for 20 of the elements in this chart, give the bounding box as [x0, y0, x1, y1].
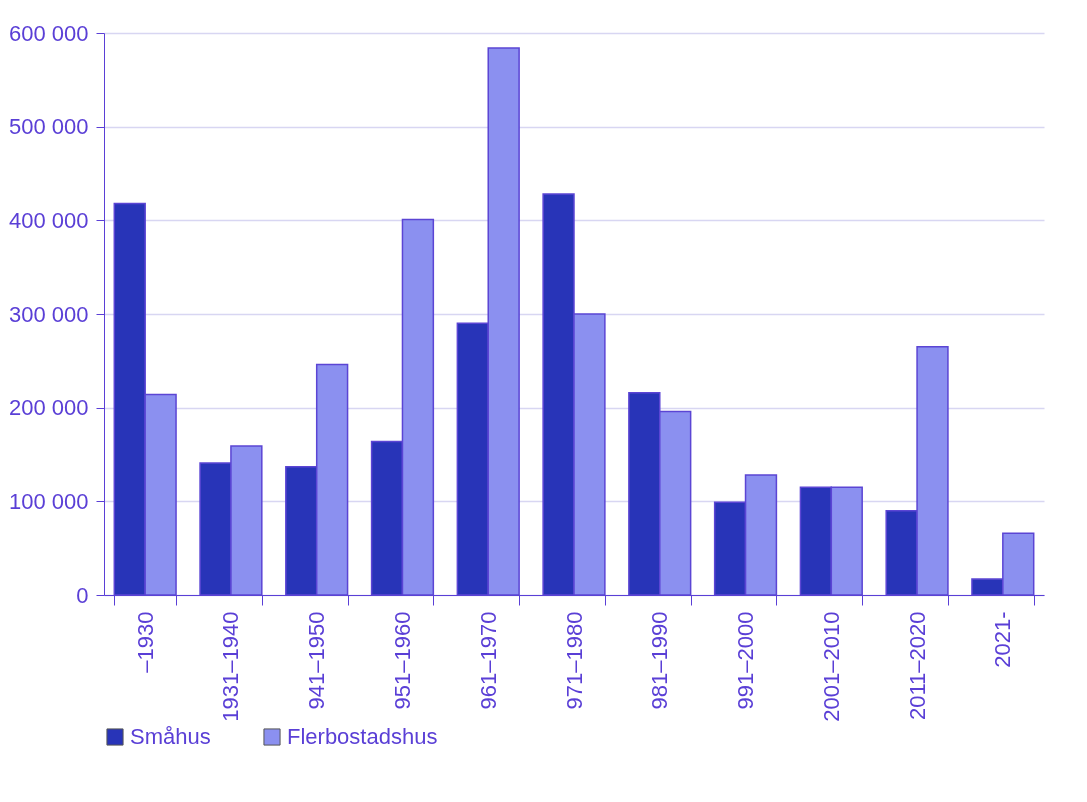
- x-tick-label: 971–1980: [561, 611, 587, 710]
- x-tick-label: 1931–1940: [218, 611, 244, 722]
- x-tick-label: 2001–2010: [818, 611, 844, 722]
- x-tick-label: 961–1970: [475, 611, 501, 710]
- x-tick-label: 2021-: [990, 611, 1016, 668]
- y-tick-label: 0: [76, 582, 89, 608]
- y-tick-label: 400 000: [8, 207, 89, 233]
- x-tick-label: 951–1960: [389, 611, 415, 710]
- x-tick-label: 991–2000: [733, 611, 759, 710]
- x-tick-label: 981–1990: [647, 611, 673, 710]
- x-tick-label: –1930: [132, 611, 158, 673]
- y-tick-label: 300 000: [8, 301, 89, 327]
- y-tick-label: 100 000: [8, 488, 89, 514]
- legend-label: Småhus: [130, 724, 211, 749]
- x-tick-label: 941–1950: [304, 611, 330, 710]
- y-tick-label: 200 000: [8, 395, 89, 421]
- x-tick-label: 2011–2020: [904, 611, 930, 720]
- y-tick-label: 600 000: [8, 20, 89, 46]
- legend-label: Flerbostadshus: [287, 724, 438, 749]
- y-tick-label: 500 000: [8, 114, 89, 140]
